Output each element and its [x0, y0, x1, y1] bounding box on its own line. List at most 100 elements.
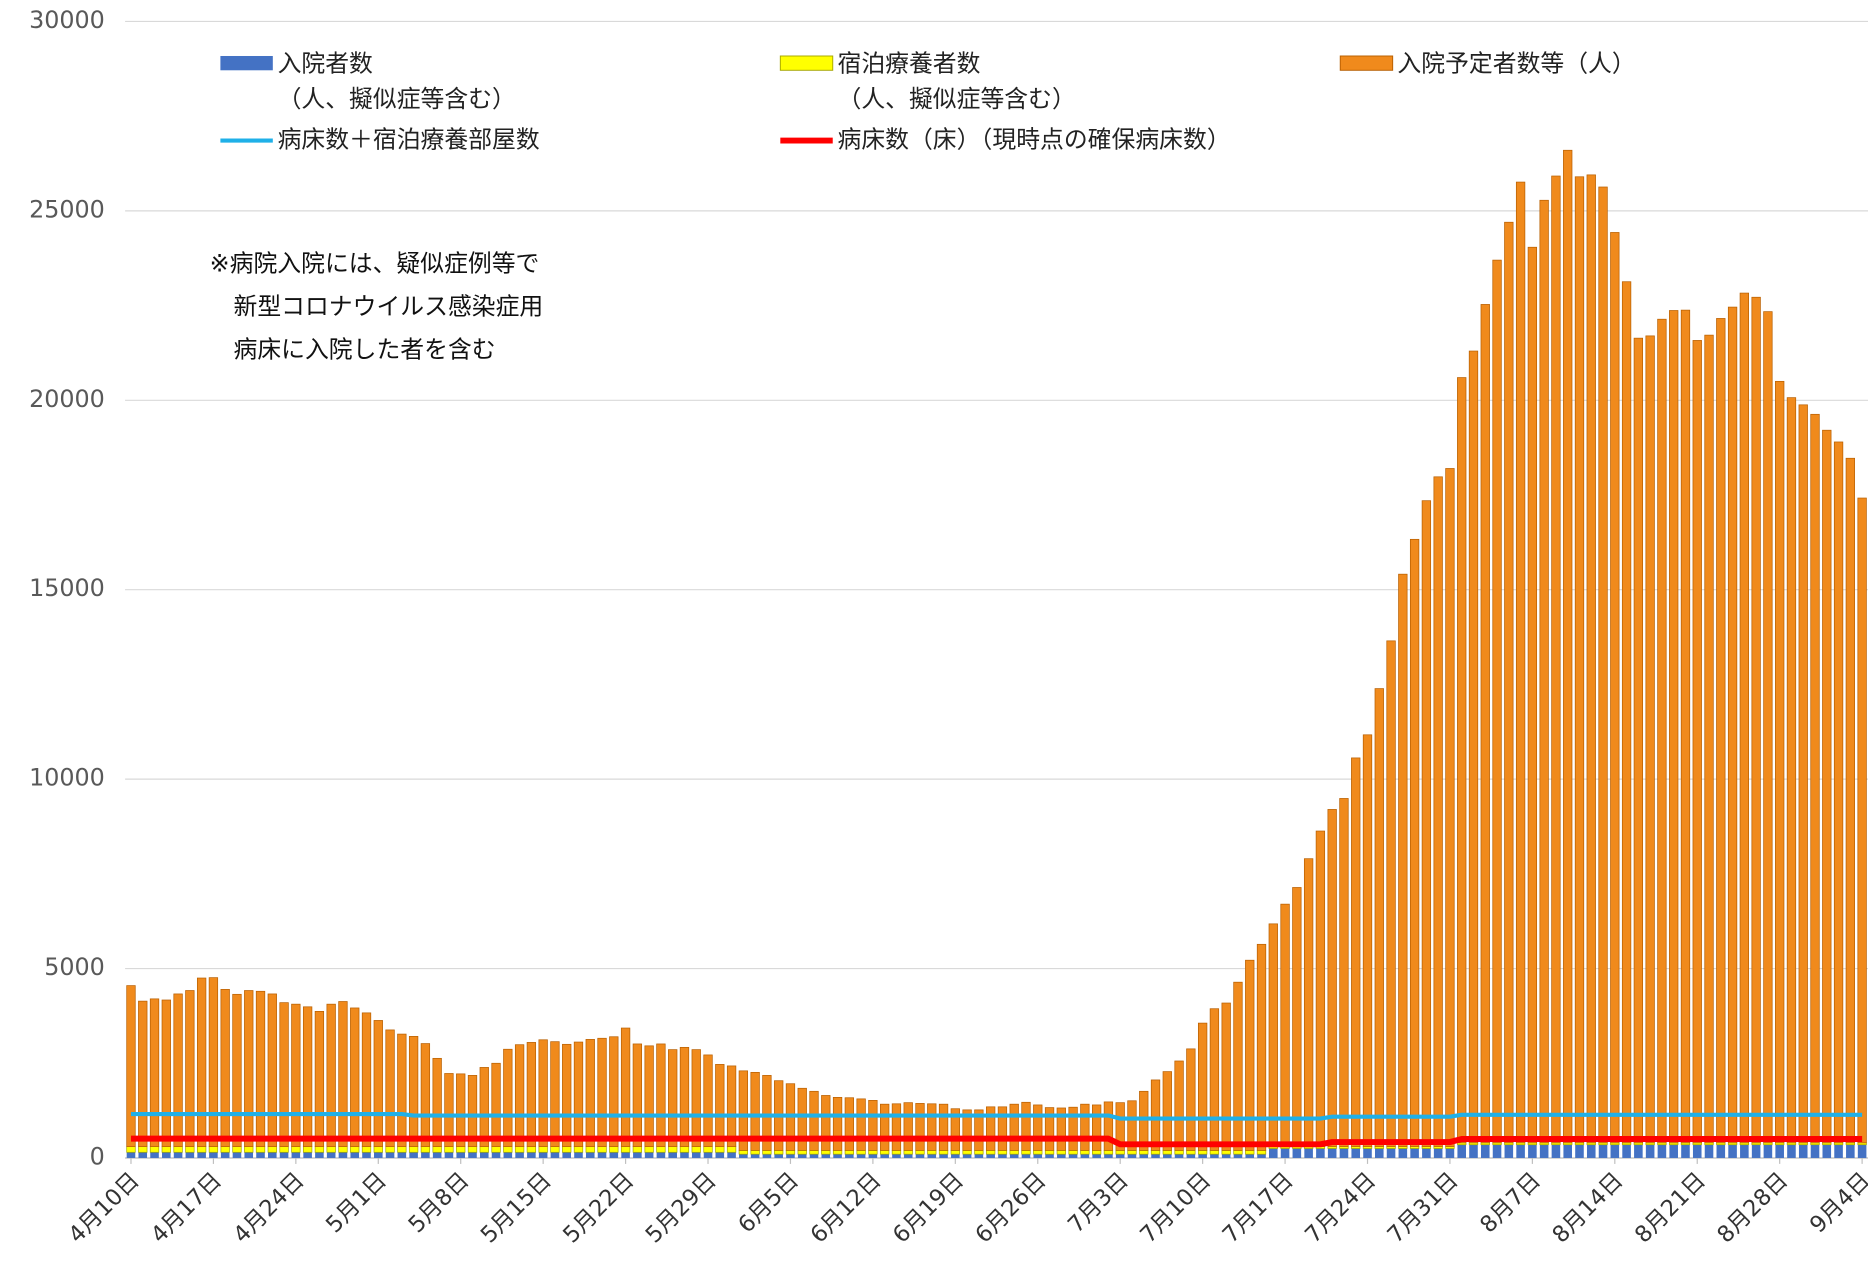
- x-tick-label: 5月29日: [641, 1167, 722, 1248]
- bar: [609, 1152, 619, 1158]
- bar: [1504, 1144, 1514, 1158]
- bar: [691, 1152, 701, 1158]
- x-tick-label: 7月24日: [1300, 1167, 1381, 1248]
- bar: [185, 1152, 195, 1158]
- bar: [1068, 1106, 1078, 1151]
- bar: [1127, 1154, 1137, 1158]
- bar: [797, 1150, 807, 1155]
- bar: [397, 1146, 407, 1153]
- bar: [1103, 1150, 1114, 1155]
- bar: [1174, 1154, 1184, 1158]
- bar: [362, 1152, 371, 1158]
- bar: [844, 1150, 854, 1155]
- bar: [668, 1049, 678, 1147]
- bar: [1504, 221, 1514, 1144]
- bar: [1127, 1100, 1137, 1151]
- bar: [550, 1041, 560, 1147]
- bar: [138, 1146, 148, 1153]
- bar: [550, 1152, 560, 1158]
- bar: [656, 1152, 666, 1158]
- x-tick-label: 5月1日: [321, 1167, 392, 1238]
- bar: [1457, 1144, 1467, 1158]
- bar: [526, 1042, 537, 1147]
- bar: [149, 998, 160, 1147]
- bar: [1245, 1154, 1255, 1158]
- bar: [385, 1146, 395, 1153]
- bar: [1775, 1144, 1784, 1158]
- bar: [232, 1152, 242, 1158]
- bar: [880, 1154, 889, 1158]
- bar: [1127, 1150, 1137, 1155]
- bar: [373, 1020, 383, 1147]
- bar: [185, 1146, 195, 1153]
- bar: [267, 1146, 277, 1153]
- bar: [1068, 1154, 1078, 1158]
- x-tick-label: 4月10日: [64, 1167, 145, 1248]
- bar: [809, 1090, 819, 1151]
- bar: [1457, 377, 1467, 1144]
- bar: [974, 1109, 984, 1151]
- bar: [951, 1154, 960, 1158]
- y-tick-label: 10000: [29, 764, 105, 792]
- bar: [397, 1033, 407, 1147]
- x-tick-label: 6月12日: [806, 1167, 887, 1248]
- bar: [479, 1146, 489, 1153]
- x-tick-label: 6月5日: [733, 1167, 804, 1238]
- bar: [326, 1146, 336, 1153]
- bar: [208, 977, 219, 1147]
- bar: [1480, 1144, 1490, 1158]
- bar: [1021, 1154, 1031, 1158]
- bar: [350, 1152, 360, 1158]
- bar: [1810, 413, 1820, 1144]
- bar: [1763, 1144, 1773, 1158]
- bar: [1469, 1144, 1478, 1158]
- bar: [514, 1044, 525, 1147]
- bar: [1056, 1150, 1066, 1155]
- bar: [856, 1154, 866, 1158]
- bar: [302, 1006, 313, 1147]
- bar: [1009, 1150, 1019, 1155]
- bar: [703, 1054, 713, 1147]
- bar: [892, 1154, 901, 1158]
- bar: [1586, 174, 1596, 1144]
- bar: [797, 1087, 807, 1151]
- bar: [503, 1152, 513, 1158]
- bar: [468, 1152, 477, 1158]
- bar: [208, 1146, 219, 1153]
- bar: [1398, 573, 1408, 1147]
- bar: [1174, 1060, 1184, 1151]
- bar: [644, 1045, 654, 1147]
- bar: [1657, 1144, 1667, 1158]
- bar: [797, 1154, 807, 1158]
- bar: [1092, 1104, 1102, 1151]
- bar: [1822, 429, 1832, 1144]
- bar: [1398, 1148, 1408, 1158]
- bar: [1551, 175, 1561, 1144]
- x-tick-label: 7月3日: [1063, 1167, 1134, 1238]
- bar: [1798, 404, 1808, 1144]
- bar: [1139, 1150, 1149, 1155]
- bar: [703, 1152, 713, 1158]
- bar: [726, 1065, 737, 1147]
- x-tick-label: 8月28日: [1712, 1167, 1793, 1248]
- x-tick-label: 4月17日: [146, 1167, 227, 1248]
- bar: [880, 1103, 890, 1151]
- bar: [1197, 1150, 1208, 1155]
- bar: [149, 1146, 160, 1153]
- bar: [1492, 1144, 1502, 1158]
- bar: [444, 1146, 454, 1153]
- bar: [998, 1154, 1007, 1158]
- x-tick-label: 8月21日: [1630, 1167, 1711, 1248]
- bar: [538, 1146, 548, 1153]
- bar: [491, 1152, 501, 1158]
- bar: [809, 1150, 819, 1155]
- x-tick-label: 6月19日: [888, 1167, 969, 1248]
- bar: [585, 1152, 595, 1158]
- bar: [420, 1043, 431, 1147]
- bar: [244, 990, 254, 1147]
- legend-label: 宿泊療養者数 （人、擬似症等含む）: [837, 48, 1076, 114]
- bar: [691, 1049, 701, 1147]
- bar: [255, 990, 266, 1147]
- bar: [1057, 1154, 1066, 1158]
- bar: [1009, 1154, 1019, 1158]
